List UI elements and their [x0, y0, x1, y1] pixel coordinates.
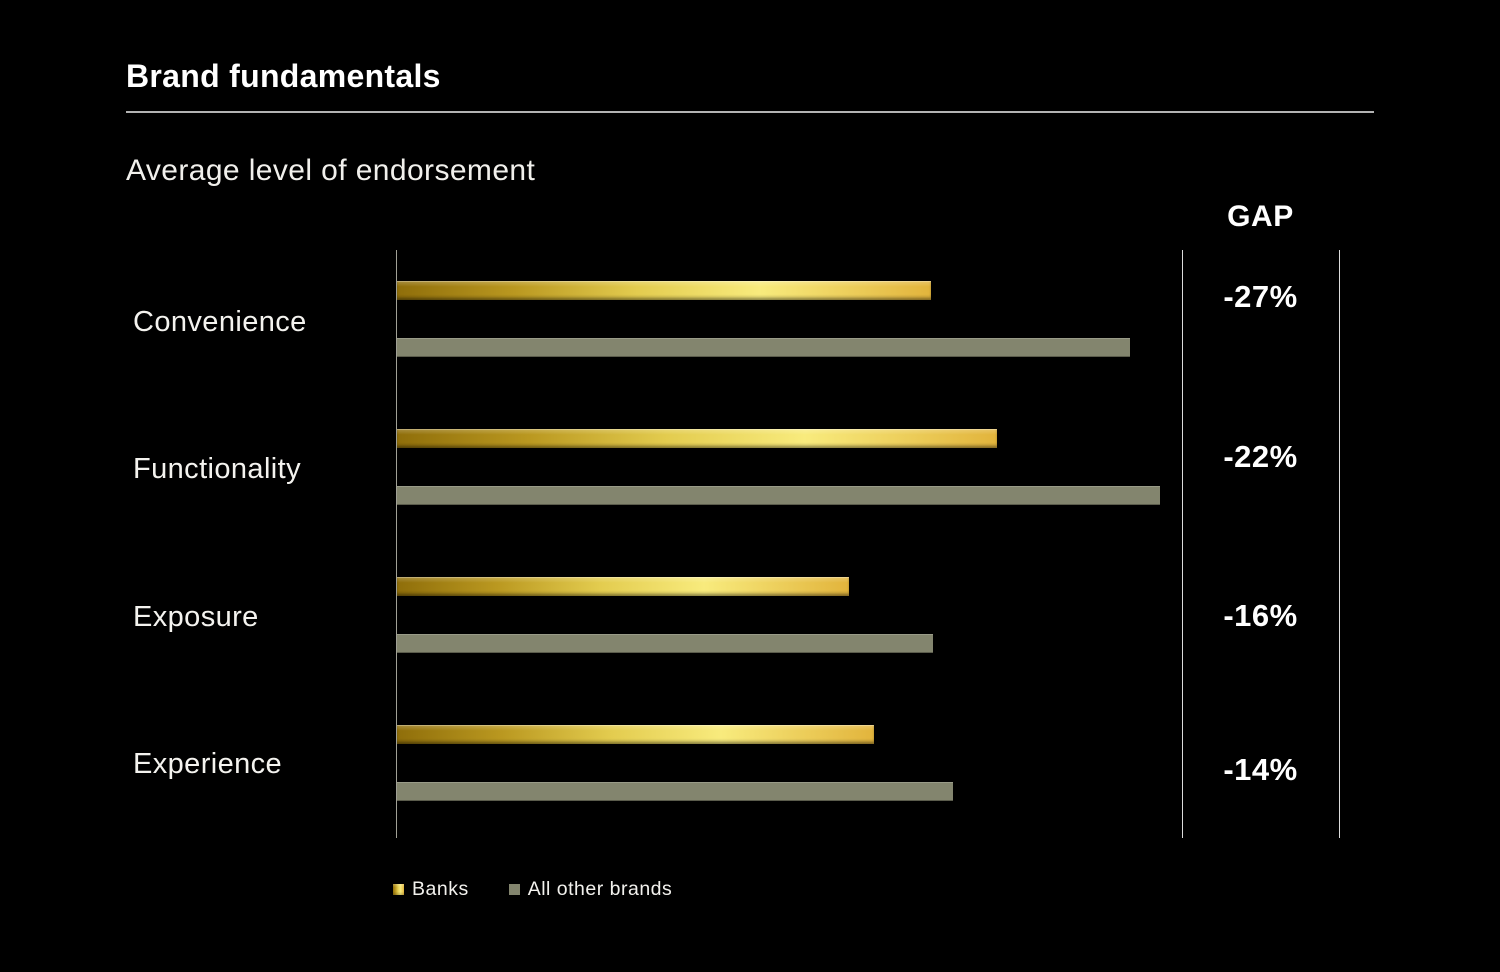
chart-legend: Banks All other brands	[393, 878, 672, 901]
title-divider	[126, 111, 1374, 113]
gap-column-header: GAP	[1227, 200, 1294, 233]
gap-value: -22%	[1223, 439, 1298, 474]
banks-swatch	[393, 884, 404, 895]
gap-value: -14%	[1223, 752, 1298, 787]
banks-bar	[397, 429, 997, 448]
chart-subtitle: Average level of endorsement	[126, 154, 536, 187]
banks-bar	[397, 725, 874, 744]
page-title: Brand fundamentals	[126, 58, 441, 94]
legend-label: Banks	[412, 878, 469, 900]
category-label: Exposure	[133, 601, 259, 633]
category-label: Functionality	[133, 453, 301, 485]
other-brands-bar	[397, 634, 933, 653]
legend-label: All other brands	[527, 878, 673, 900]
category-label: Convenience	[133, 306, 307, 338]
y-axis-line	[396, 250, 397, 838]
gap-value: -16%	[1223, 598, 1298, 633]
gap-value: -27%	[1223, 279, 1298, 314]
legend-item: Banks	[393, 878, 469, 901]
gap-column-right-border	[1339, 250, 1340, 838]
other-brands-bar	[397, 338, 1130, 357]
legend-item: All other brands	[508, 878, 673, 901]
banks-bar	[397, 577, 849, 596]
other-brands-swatch	[508, 884, 520, 895]
other-brands-bar	[397, 486, 1160, 505]
banks-bar	[397, 281, 931, 300]
other-brands-bar	[397, 782, 953, 801]
gap-column-left-border	[1182, 250, 1183, 838]
category-label: Experience	[133, 748, 283, 780]
